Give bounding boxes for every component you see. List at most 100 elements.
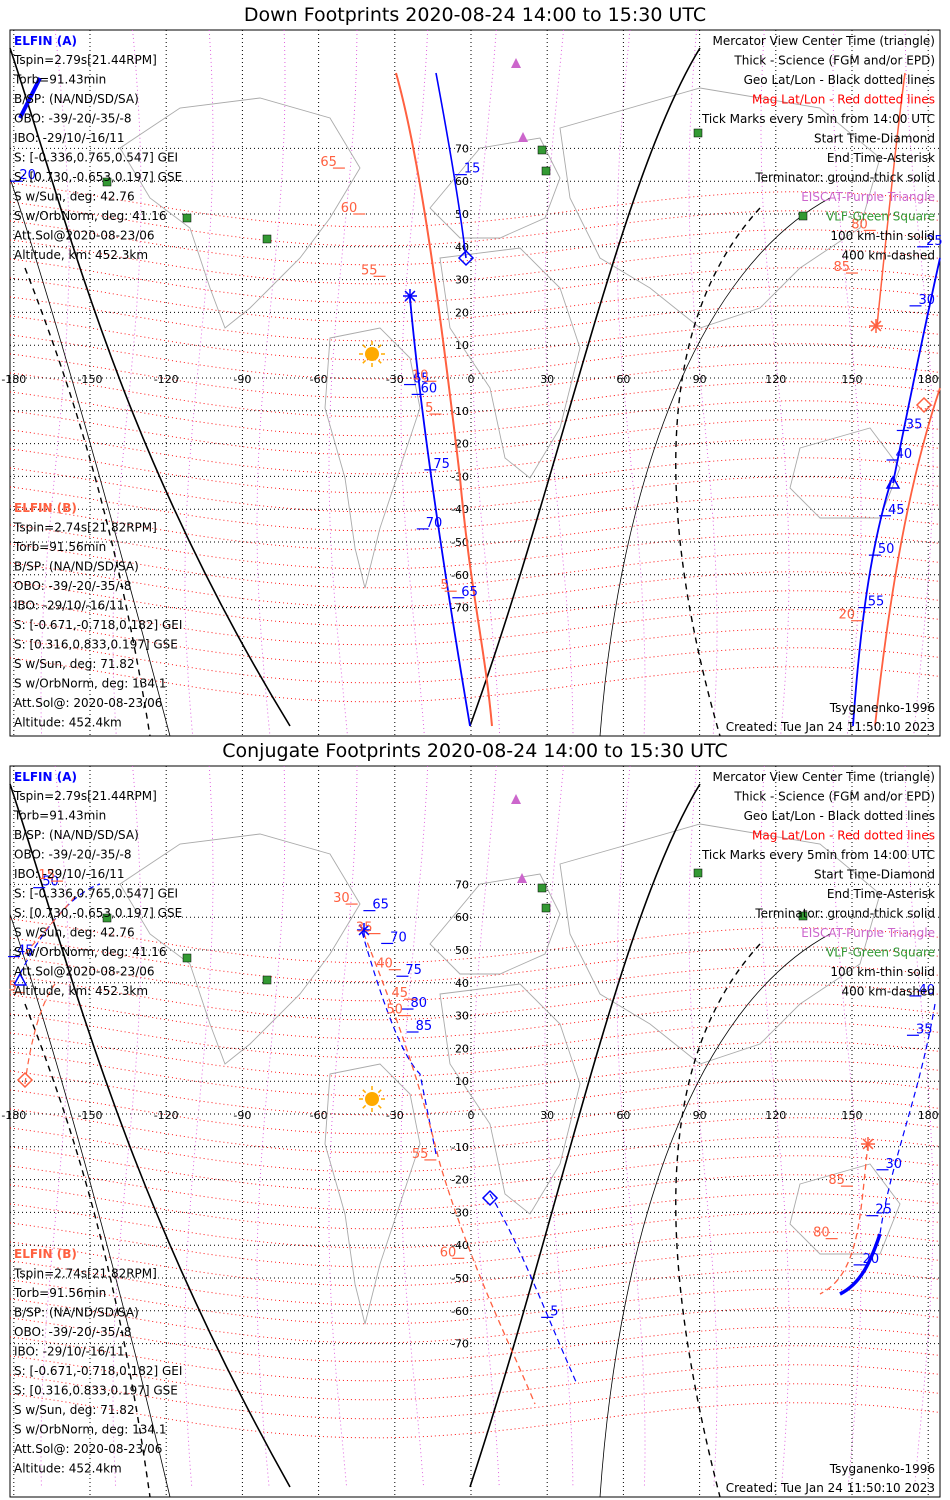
elfin-a-track xyxy=(852,477,893,727)
start-diamond xyxy=(481,1189,499,1207)
terminator-400km xyxy=(24,267,151,737)
legend-line: Mercator View Center Time (triangle) xyxy=(713,34,935,48)
elfin-a-info-line: Altitude, km: 452.3km xyxy=(14,248,148,262)
mag-lat-line xyxy=(9,448,941,494)
elfin-b-label: ELFIN (B) xyxy=(14,501,77,515)
mag-lat-line xyxy=(9,1032,941,1078)
elfin-b-tick-label: 85 xyxy=(833,260,850,275)
elfin-a-info-line: IBO: -29/10/-16/11 xyxy=(14,867,125,881)
terminator-400km xyxy=(675,943,761,1498)
terminator-west xyxy=(9,783,291,1488)
elfin-b-info-line: OBO: -39/-20/-35/-8 xyxy=(14,1325,131,1339)
elfin-a-tick-label: 15 xyxy=(464,162,481,177)
elfin-b-tick-label: 15 xyxy=(38,868,55,883)
lon-tick-label: -150 xyxy=(78,373,103,386)
lat-tick-label: -10 xyxy=(451,1141,469,1154)
end-asterisk xyxy=(870,320,882,332)
mag-lat-line xyxy=(9,1203,941,1249)
mag-lat-line xyxy=(9,429,941,475)
mag-lat-line xyxy=(9,486,941,532)
lon-tick-label: 120 xyxy=(765,373,786,386)
elfin-b-tick-label: 5 xyxy=(9,980,17,995)
elfin-a-info-line: B/SP: (NA/ND/SD/SA) xyxy=(14,92,139,106)
lat-tick-label: 50 xyxy=(455,208,469,221)
vlf-square xyxy=(798,211,808,221)
vlf-square xyxy=(537,883,547,893)
mag-lat-line xyxy=(9,524,941,570)
elfin-a-tick-label: 50 xyxy=(42,875,59,890)
elfin-b-tick-label: 50 xyxy=(386,1003,403,1018)
lon-tick-label: -120 xyxy=(154,373,179,386)
lon-tick-label: -90 xyxy=(233,1109,251,1122)
elfin-b-tick-label: 10 xyxy=(412,368,429,383)
continent-outline xyxy=(559,87,881,329)
elfin-b-tick-label: 5 xyxy=(440,578,448,593)
elfin-a-tick-label: 45 xyxy=(17,944,34,959)
elfin-b-track xyxy=(24,891,79,955)
lat-tick-label: -20 xyxy=(451,1174,469,1187)
legend-line: 100 km-thin solid xyxy=(830,229,935,243)
lat-tick-label: -40 xyxy=(451,1239,469,1252)
lon-tick-label: -60 xyxy=(310,373,328,386)
elfin-a-info-line: Torb=91.43min xyxy=(13,73,106,87)
mag-lat-line xyxy=(9,1184,941,1230)
panel-title: Conjugate Footprints 2020-08-24 14:00 to… xyxy=(222,740,728,762)
mag-lon-line xyxy=(256,29,286,736)
sun-ray xyxy=(377,359,382,364)
mag-lat-line xyxy=(9,1070,941,1116)
elfin-a-info-line: Tspin=2.79s[21.44RPM] xyxy=(13,789,157,803)
model-label: Tsyganenko-1996 xyxy=(829,701,935,715)
lat-tick-label: -70 xyxy=(451,602,469,615)
elfin-a-track xyxy=(489,1193,578,1385)
lon-tick-label: 180 xyxy=(918,1109,939,1122)
elfin-a-tick-label: 85 xyxy=(416,1019,433,1034)
elfin-b-label: ELFIN (B) xyxy=(14,1247,77,1261)
eiscat-triangle xyxy=(511,58,521,68)
lat-tick-label: -20 xyxy=(451,438,469,451)
mag-lon-line xyxy=(832,29,862,736)
elfin-b-info-line: B/SP: (NA/ND/SD/SA) xyxy=(14,1306,139,1320)
elfin-a-tick-label: 30 xyxy=(919,293,936,308)
mag-lat-line xyxy=(9,1374,941,1420)
vlf-square xyxy=(182,953,192,963)
mag-lat-line xyxy=(9,638,941,684)
mag-lat-line xyxy=(9,619,941,665)
elfin-a-info-line: OBO: -39/-20/-35/-8 xyxy=(14,848,131,862)
legend-line: Terminator: ground-thick solid xyxy=(754,171,935,185)
mag-lat-line xyxy=(9,1393,941,1439)
lon-tick-label: 0 xyxy=(468,373,475,386)
lat-tick-label: 30 xyxy=(455,274,469,287)
vlf-square xyxy=(798,911,808,921)
legend-line: 400 km-dashed xyxy=(841,985,935,999)
sun-ray xyxy=(362,359,367,364)
vlf-square xyxy=(102,177,112,187)
elfin-a-track xyxy=(18,77,42,119)
sun-ray xyxy=(377,1104,382,1109)
center-time-triangle xyxy=(12,972,28,986)
map-frame xyxy=(9,29,941,737)
vlf-square xyxy=(693,868,703,878)
mag-lat-line xyxy=(9,543,941,589)
mag-lat-line xyxy=(9,201,941,247)
vlf-square xyxy=(182,213,192,223)
sun-ray xyxy=(377,1089,382,1094)
vlf-square xyxy=(541,166,551,176)
eiscat-triangle xyxy=(511,794,521,804)
elfin-a-tick-label: 45 xyxy=(888,503,905,518)
down-footprints-map: -180 -150 -120 -90 -60 -30 0 30 60 90 120 150 180 70 6… xyxy=(1,29,943,737)
lat-tick-label: -10 xyxy=(451,405,469,418)
elfin-b-track xyxy=(359,923,536,1405)
mag-lat-line xyxy=(9,581,941,627)
mag-lat-line xyxy=(9,657,941,703)
continent-outline xyxy=(789,427,901,519)
elfin-a-info-line: OBO: -39/-20/-35/-8 xyxy=(14,112,131,126)
elfin-b-tick-label: 60 xyxy=(440,1245,457,1260)
elfin-b-track xyxy=(24,983,56,1085)
end-asterisk xyxy=(404,290,416,302)
mag-lat-line xyxy=(9,182,941,228)
elfin-a-tick-label: 80 xyxy=(411,996,428,1011)
lat-tick-label: -50 xyxy=(451,536,469,549)
elfin-a-tick-label: 65 xyxy=(372,898,389,913)
elfin-b-info-line: S w/OrbNorm, deg: 134.1 xyxy=(14,1423,166,1437)
lon-tick-label: -30 xyxy=(386,373,404,386)
